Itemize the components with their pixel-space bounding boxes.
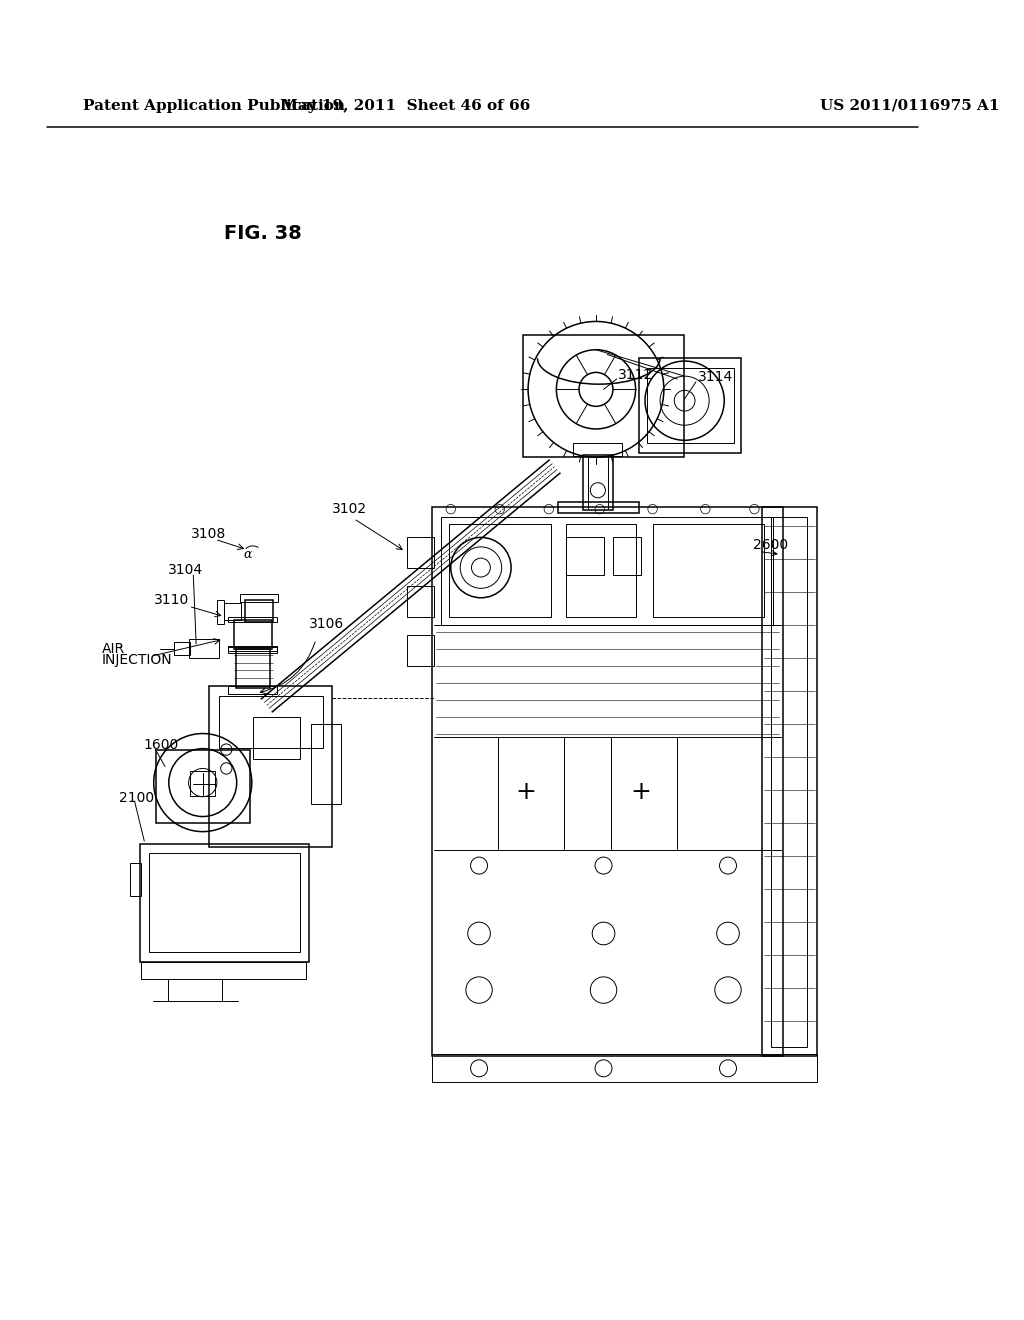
Text: 3104: 3104: [168, 564, 203, 577]
Bar: [566, 524, 636, 616]
Text: 3110: 3110: [154, 593, 189, 607]
Bar: [566, 537, 603, 576]
Bar: [639, 358, 741, 453]
Bar: [228, 686, 278, 694]
Bar: [311, 725, 341, 804]
Bar: [241, 594, 279, 602]
Text: 3114: 3114: [697, 370, 733, 384]
Bar: [174, 642, 189, 655]
Text: Patent Application Publication: Patent Application Publication: [83, 99, 345, 112]
Bar: [150, 853, 300, 952]
Bar: [188, 639, 219, 659]
Bar: [233, 620, 271, 648]
Bar: [236, 648, 269, 688]
Bar: [573, 444, 623, 457]
Bar: [523, 335, 684, 457]
Bar: [558, 502, 639, 513]
Bar: [141, 962, 306, 978]
Bar: [228, 616, 278, 622]
Text: +: +: [631, 780, 651, 804]
Bar: [228, 645, 278, 653]
Bar: [217, 599, 224, 624]
Text: 3108: 3108: [190, 527, 225, 541]
Text: May 19, 2011  Sheet 46 of 66: May 19, 2011 Sheet 46 of 66: [281, 99, 530, 112]
Bar: [583, 455, 613, 510]
Bar: [647, 368, 733, 444]
Bar: [408, 635, 434, 665]
Bar: [762, 507, 817, 1056]
Bar: [441, 516, 773, 626]
Text: 3112: 3112: [617, 368, 653, 383]
Text: 2100: 2100: [119, 791, 154, 805]
Bar: [139, 843, 309, 962]
Bar: [245, 599, 273, 622]
Bar: [771, 516, 807, 1047]
Bar: [652, 524, 764, 616]
Bar: [613, 537, 641, 576]
Bar: [432, 507, 782, 1056]
Text: US 2011/0116975 A1: US 2011/0116975 A1: [820, 99, 999, 112]
Text: FIG. 38: FIG. 38: [224, 224, 302, 243]
Bar: [432, 1055, 817, 1082]
Text: +: +: [516, 780, 537, 804]
Bar: [253, 717, 300, 759]
Text: α: α: [244, 548, 252, 561]
Bar: [130, 863, 141, 896]
Bar: [228, 647, 278, 651]
Bar: [224, 603, 242, 620]
Bar: [408, 537, 434, 568]
Text: AIR: AIR: [101, 642, 125, 656]
Text: INJECTION: INJECTION: [101, 653, 172, 667]
Text: 1600: 1600: [143, 738, 178, 752]
Text: 2600: 2600: [753, 539, 787, 552]
Text: 3102: 3102: [332, 502, 367, 516]
Bar: [190, 771, 215, 796]
Bar: [408, 586, 434, 616]
Bar: [209, 686, 332, 846]
Text: 3106: 3106: [309, 618, 344, 631]
Bar: [156, 750, 250, 824]
Bar: [449, 524, 551, 616]
Bar: [219, 696, 323, 747]
